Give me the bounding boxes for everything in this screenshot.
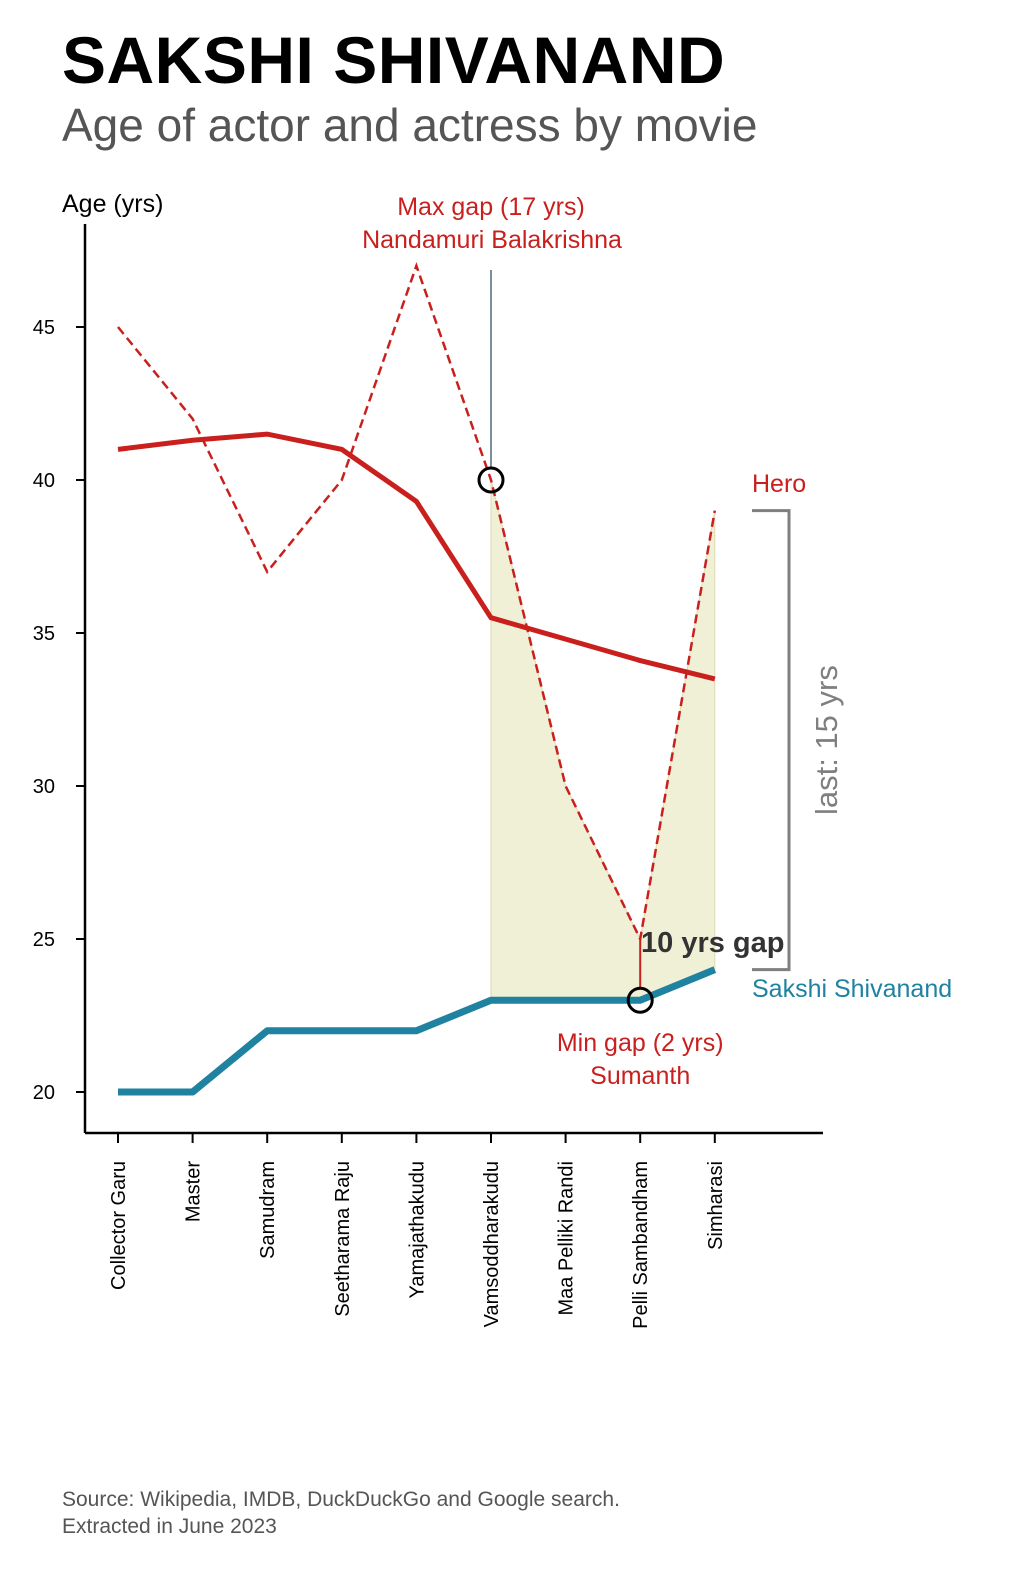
actress-series-label: Sakshi Shivanand	[752, 975, 952, 1003]
chart-subtitle: Age of actor and actress by movie	[62, 99, 758, 151]
line-chart: Age (yrs) 20 25 30 35 40 45 Collector Garu Maste…	[33, 190, 952, 1329]
x-tick-label: Seetharama Raju	[332, 1161, 354, 1317]
chart-title: SAKSHI SHIVANAND	[62, 23, 726, 97]
min-gap-label: Min gap (2 yrs)	[557, 1029, 724, 1057]
x-tick-label: Yamajathakudu	[406, 1161, 428, 1299]
source-line: Source: Wikipedia, IMDB, DuckDuckGo and …	[62, 1488, 620, 1511]
x-tick-label: Vamsoddharakudu	[481, 1161, 503, 1327]
source-note: Source: Wikipedia, IMDB, DuckDuckGo and …	[62, 1486, 620, 1540]
x-tick-label: Maa Pelliki Randi	[556, 1161, 578, 1316]
hero-series-label: Hero	[752, 470, 806, 498]
max-gap-label: Max gap (17 yrs)	[397, 193, 585, 221]
hero-age-line	[117, 261, 717, 944]
hero-trend-line	[117, 431, 716, 682]
gap-area	[490, 479, 716, 1001]
series-lines	[117, 261, 717, 1096]
x-tick-label: Collector Garu	[108, 1161, 130, 1290]
y-axis-label: Age (yrs)	[62, 190, 163, 218]
source-extracted-line: Extracted in June 2023	[62, 1515, 277, 1538]
x-tick-label: Samudram	[257, 1161, 279, 1259]
y-tick-label: 35	[33, 623, 55, 645]
min-gap-marker	[626, 986, 654, 1014]
max-gap-hero-name: Nandamuri Balakrishna	[362, 226, 622, 254]
actress-age-line	[118, 966, 717, 1096]
annotations: Max gap (17 yrs) Nandamuri Balakrishna Min…	[362, 193, 952, 1090]
x-tick-label: Master	[183, 1161, 205, 1222]
last-gap-bracket	[752, 509, 791, 972]
y-tick-label: 40	[33, 470, 55, 492]
last-gap-label: 10 yrs gap	[641, 927, 784, 959]
axes: Age (yrs) 20 25 30 35 40 45 Collector Garu Maste…	[33, 190, 823, 1329]
min-gap-hero-name: Sumanth	[590, 1062, 690, 1090]
max-gap-marker	[477, 466, 505, 494]
y-tick-label: 45	[33, 317, 55, 339]
x-tick-label: Pelli Sambandham	[630, 1161, 652, 1329]
gap-shaded-area	[490, 479, 716, 1001]
y-tick-label: 25	[33, 929, 55, 951]
bracket-label: last: 15 yrs	[809, 665, 844, 815]
y-tick-label: 20	[33, 1082, 55, 1104]
y-tick-label: 30	[33, 776, 55, 798]
x-tick-label: Simharasi	[705, 1161, 727, 1250]
